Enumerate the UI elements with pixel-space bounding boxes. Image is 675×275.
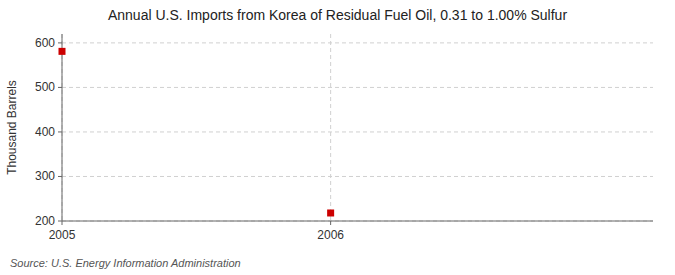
grid xyxy=(62,34,653,221)
x-tick-label: 2005 xyxy=(49,228,76,242)
y-grid-line xyxy=(62,42,653,43)
y-tick-label: 400 xyxy=(35,125,55,139)
y-grid-line xyxy=(62,87,653,88)
y-tick-label: 300 xyxy=(35,169,55,183)
points xyxy=(59,48,335,217)
x-grid-line xyxy=(330,34,331,221)
annotations: Source: U.S. Energy Information Administ… xyxy=(10,257,241,269)
x-grid-line xyxy=(62,34,63,221)
point xyxy=(59,48,66,55)
source-note: Source: U.S. Energy Information Administ… xyxy=(10,257,241,269)
y-tick-label: 600 xyxy=(35,36,55,50)
axes: 200 300 400 500 600 2005 2006 xyxy=(35,34,653,242)
y-tick xyxy=(58,176,62,177)
y-axis-line xyxy=(62,34,63,221)
chart-svg: Annual U.S. Imports from Korea of Residu… xyxy=(0,0,675,275)
y-tick xyxy=(58,221,62,222)
x-tick-label: 2006 xyxy=(317,228,344,242)
y-grid-line xyxy=(62,221,653,222)
x-axis-line xyxy=(62,221,653,222)
y-grid-line xyxy=(62,131,653,132)
y-tick xyxy=(58,131,62,132)
chart-container: Annual U.S. Imports from Korea of Residu… xyxy=(0,0,675,275)
y-tick-label: 200 xyxy=(35,214,55,228)
y-grid-line xyxy=(62,176,653,177)
y-tick xyxy=(58,87,62,88)
y-axis-label: Thousand Barrels xyxy=(5,80,19,175)
point xyxy=(327,209,334,216)
title: Annual U.S. Imports from Korea of Residu… xyxy=(108,7,567,23)
x-tick xyxy=(62,221,63,225)
y-tick-label: 500 xyxy=(35,80,55,94)
x-tick xyxy=(330,221,331,225)
y-tick xyxy=(58,42,62,43)
